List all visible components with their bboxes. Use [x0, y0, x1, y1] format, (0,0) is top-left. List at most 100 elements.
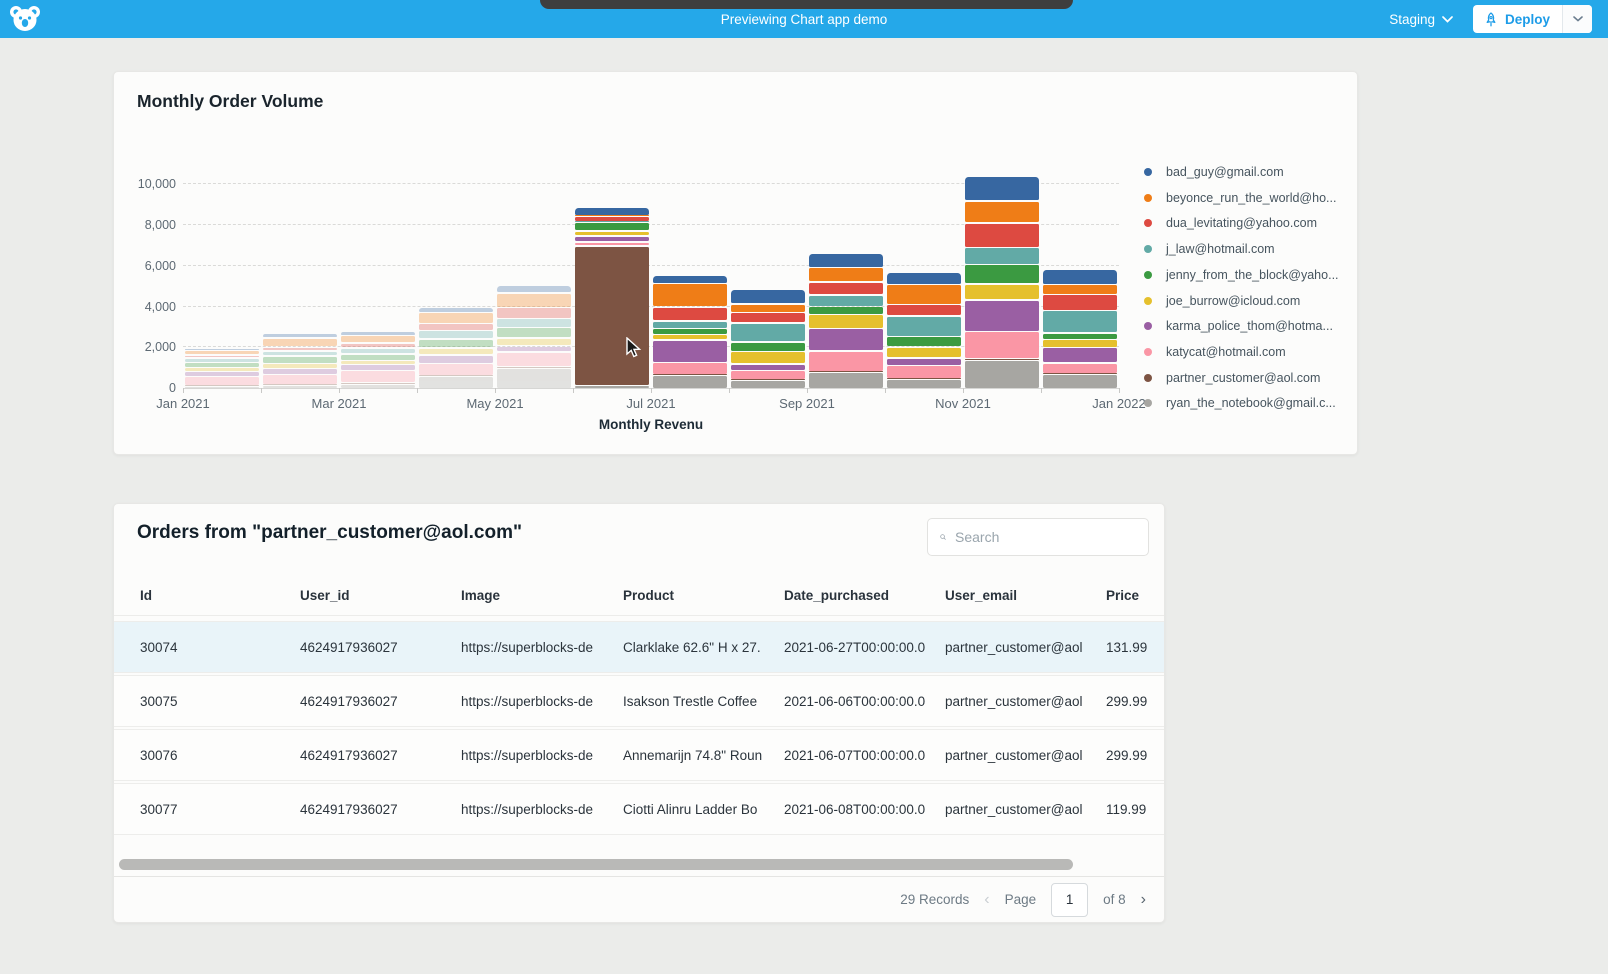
bar-segment[interactable] [575, 246, 649, 385]
legend-item[interactable]: jenny_from_the_block@yaho... [1144, 265, 1339, 285]
deploy-split-button[interactable]: Deploy [1472, 5, 1592, 33]
bar-segment[interactable] [341, 360, 415, 364]
bar-segment[interactable] [185, 348, 259, 350]
bar-segment[interactable] [497, 367, 571, 368]
legend-item[interactable]: bad_guy@gmail.com [1144, 162, 1284, 182]
bar-segment[interactable] [809, 373, 883, 388]
bar-segment[interactable] [575, 208, 649, 215]
bar-segment[interactable] [341, 336, 415, 343]
bar-segment[interactable] [419, 375, 493, 376]
bar-segment[interactable] [887, 284, 961, 304]
bar-segment[interactable] [965, 284, 1039, 300]
page-number-input[interactable] [1051, 882, 1089, 917]
stacked-bar-mar-2021[interactable] [341, 329, 415, 388]
environment-selector[interactable]: Staging [1389, 12, 1453, 27]
bar-segment[interactable] [1043, 311, 1117, 333]
table-row[interactable]: 30077 4624917936027 https://superblocks-de… [114, 783, 1164, 835]
bar-segment[interactable] [575, 242, 649, 246]
bar-segment[interactable] [809, 295, 883, 306]
bar-segment[interactable] [965, 223, 1039, 247]
bar-segment[interactable] [185, 372, 259, 376]
bar-segment[interactable] [1043, 375, 1117, 388]
bar-segment[interactable] [341, 371, 415, 382]
bar-segment[interactable] [419, 313, 493, 323]
bar-segment[interactable] [965, 332, 1039, 359]
bar-segment[interactable] [497, 369, 571, 388]
bar-segment[interactable] [731, 381, 805, 388]
bar-segment[interactable] [1043, 333, 1117, 339]
bar-segment[interactable] [419, 324, 493, 330]
superblocks-koala-logo[interactable] [9, 4, 41, 39]
bar-segment[interactable] [185, 368, 259, 371]
bar-segment[interactable] [887, 337, 961, 347]
bar-segment[interactable] [809, 254, 883, 267]
bar-segment[interactable] [653, 321, 727, 328]
bar-segment[interactable] [965, 248, 1039, 264]
bar-segment[interactable] [887, 305, 961, 316]
bar-segment[interactable] [887, 272, 961, 284]
bar-segment[interactable] [809, 329, 883, 351]
bar-segment[interactable] [575, 386, 649, 388]
bar-segment[interactable] [419, 355, 493, 363]
bar-segment[interactable] [731, 364, 805, 370]
bar-segment[interactable] [653, 362, 727, 375]
bar-segment[interactable] [185, 350, 259, 355]
bar-segment[interactable] [263, 369, 337, 374]
legend-item[interactable]: j_law@hotmail.com [1144, 239, 1275, 259]
table-row[interactable]: 30075 4624917936027 https://superblocks-de… [114, 675, 1164, 727]
bar-segment[interactable] [809, 371, 883, 372]
column-header-product[interactable]: Product [623, 588, 675, 603]
stacked-bar-aug-2021[interactable] [731, 287, 805, 388]
bar-segment[interactable] [419, 339, 493, 348]
column-header-id[interactable]: Id [140, 588, 152, 603]
bar-segment[interactable] [653, 374, 727, 375]
bar-segment[interactable] [263, 347, 337, 351]
bar-segment[interactable] [809, 351, 883, 371]
bar-segment[interactable] [263, 375, 337, 384]
bar-segment[interactable] [653, 307, 727, 321]
bar-segment[interactable] [653, 284, 727, 307]
bar-segment[interactable] [263, 386, 337, 388]
column-header-user_email[interactable]: User_email [945, 588, 1018, 603]
bar-segment[interactable] [731, 304, 805, 313]
bar-segment[interactable] [341, 332, 415, 336]
bar-segment[interactable] [887, 380, 961, 388]
bar-segment[interactable] [1043, 363, 1117, 373]
bar-segment[interactable] [575, 215, 649, 216]
stacked-bar-jan-2021[interactable] [185, 345, 259, 388]
bar-segment[interactable] [731, 379, 805, 380]
legend-item[interactable]: karma_police_thom@hotma... [1144, 316, 1333, 336]
previous-page-button[interactable]: ‹ [984, 890, 990, 908]
bar-segment[interactable] [341, 385, 415, 388]
legend-item[interactable]: joe_burrow@icloud.com [1144, 291, 1300, 311]
bar-segment[interactable] [575, 221, 649, 223]
legend-item[interactable]: dua_levitating@yahoo.com [1144, 213, 1317, 233]
legend-item[interactable]: partner_customer@aol.com [1144, 368, 1320, 388]
bar-segment[interactable] [185, 362, 259, 367]
horizontal-scrollbar-thumb[interactable] [119, 859, 1073, 870]
bar-segment[interactable] [1043, 269, 1117, 284]
bar-segment[interactable] [965, 361, 1039, 388]
bar-segment[interactable] [341, 364, 415, 370]
bar-segment[interactable] [419, 363, 493, 375]
stacked-bar-jun-2021[interactable] [575, 205, 649, 388]
bar-segment[interactable] [497, 319, 571, 327]
bar-segment[interactable] [497, 285, 571, 293]
bar-segment[interactable] [887, 358, 961, 365]
stacked-bar-oct-2021[interactable] [887, 269, 961, 388]
bar-segment[interactable] [575, 223, 649, 231]
legend-item[interactable]: katycat@hotmail.com [1144, 342, 1286, 362]
column-header-price[interactable]: Price [1106, 588, 1140, 603]
column-header-image[interactable]: Image [461, 588, 501, 603]
bar-segment[interactable] [575, 231, 649, 236]
bar-segment[interactable] [887, 378, 961, 379]
stacked-bar-apr-2021[interactable] [419, 305, 493, 388]
bar-segment[interactable] [965, 300, 1039, 331]
bar-segment[interactable] [809, 315, 883, 328]
bar-segment[interactable] [263, 338, 337, 347]
bar-segment[interactable] [653, 376, 727, 388]
bar-segment[interactable] [887, 366, 961, 378]
deploy-options-button[interactable] [1562, 5, 1592, 33]
next-page-button[interactable]: › [1140, 890, 1146, 908]
bar-segment[interactable] [731, 323, 805, 342]
